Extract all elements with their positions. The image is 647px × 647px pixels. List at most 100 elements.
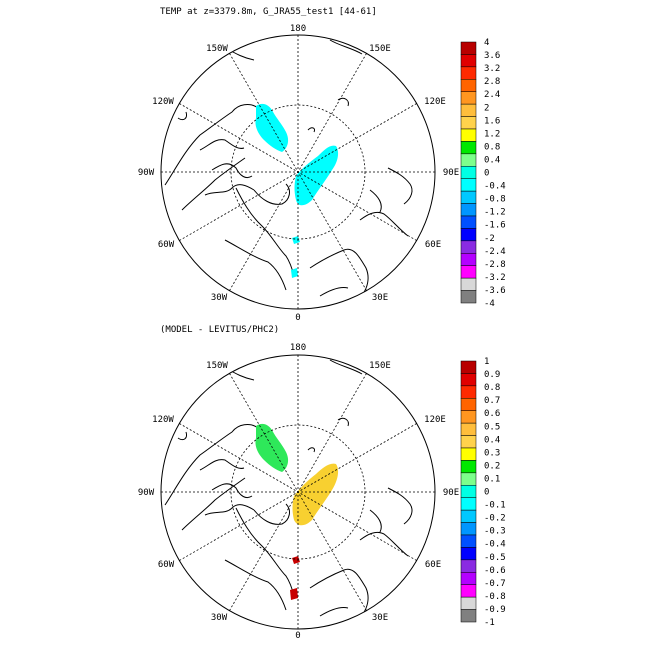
colorbar-swatch <box>460 166 477 179</box>
colorbar-swatch <box>460 509 477 523</box>
colorbar-swatch <box>460 447 477 461</box>
colorbar-swatch <box>460 203 477 217</box>
colorbar-swatch <box>460 253 477 266</box>
colorbar-tick-label: -0.3 <box>484 527 506 537</box>
anomaly-patch-greenland-sea <box>290 588 298 600</box>
colorbar-swatch <box>460 410 477 424</box>
colorbar-tick-label: -0.4 <box>484 540 506 550</box>
lon-label-150e: 150E <box>369 361 391 371</box>
colorbar-tick-label: 3.6 <box>484 51 500 61</box>
lon-label-90e: 90E <box>443 488 459 498</box>
colorbar-swatch <box>460 178 477 192</box>
colorbar-tick-label: -0.7 <box>484 579 506 589</box>
colorbar-swatch <box>460 54 477 68</box>
colorbar-tick-label: 1.6 <box>484 116 500 126</box>
lon-label-180: 180 <box>290 24 306 34</box>
colorbar-swatch <box>460 460 477 474</box>
anomaly-patches <box>255 423 339 600</box>
colorbar-swatch <box>460 360 477 374</box>
lon-label-120w: 120W <box>152 97 174 107</box>
lon-label-150w: 150W <box>206 361 228 371</box>
colorbar-tick-label: 1 <box>484 357 489 367</box>
lon-label-0: 0 <box>295 313 300 323</box>
colorbar-tick-label: -0.6 <box>484 566 506 576</box>
anomaly-patch-gakkel-ridge <box>292 463 339 526</box>
colorbar-tick-label: -0.9 <box>484 605 506 615</box>
anomaly-patch-fram-strait <box>292 556 300 564</box>
colorbar-swatch <box>460 435 477 449</box>
colorbar-swatch <box>460 79 477 92</box>
anomaly-patches <box>255 103 339 278</box>
colorbar-swatch <box>460 103 477 117</box>
colorbar-tick-label: 2.8 <box>484 77 500 87</box>
colorbar-tick-label: 2.4 <box>484 90 500 100</box>
lon-label-60w: 60W <box>158 560 175 570</box>
colorbar-tick-label: -3.6 <box>484 286 506 296</box>
anomaly-patch-gakkel-ridge <box>294 145 339 206</box>
map-boundary <box>160 34 436 310</box>
colorbar-swatch <box>460 472 477 486</box>
colorbar-swatch <box>460 547 477 561</box>
colorbar-tick-label: 0.4 <box>484 435 500 445</box>
colorbar-swatch <box>460 497 477 511</box>
colorbar-swatch <box>460 277 477 291</box>
colorbar-swatch <box>460 609 477 623</box>
lon-label-90w: 90W <box>138 488 155 498</box>
colorbar-tick-label: -3.2 <box>484 273 506 283</box>
colorbar-swatch <box>460 485 477 498</box>
panel-title: TEMP at z=3379.8m, G_JRA55_test1 [44-61] <box>160 7 377 17</box>
lon-label-150e: 150E <box>369 44 391 54</box>
colorbar-swatch <box>460 190 477 204</box>
colorbar-swatch <box>460 559 477 573</box>
colorbar-tick-label: 0 <box>484 488 489 498</box>
anomaly-patch-greenland-sea <box>291 268 298 278</box>
colorbar-swatch <box>460 422 477 436</box>
colorbar-tick-label: 0 <box>484 169 489 179</box>
lon-label-30w: 30W <box>211 293 228 303</box>
longitude-labels: 180 150E 120E 90E 60E 30E 0 30W 60W 90W … <box>138 24 459 323</box>
colorbar-tick-label: 0.6 <box>484 409 500 419</box>
anomaly-patch-alpha-ridge <box>255 423 289 472</box>
lon-label-120e: 120E <box>424 415 446 425</box>
colorbar: 4 3.6 3.2 2.8 2.4 2 1.6 1.2 0.8 0.4 0 -0.4 -0.8 -1.2 -… <box>460 38 506 309</box>
colorbar-swatch <box>460 572 477 585</box>
colorbar-tick-label: 2 <box>484 103 489 113</box>
anomaly-patch-alpha-ridge <box>255 103 289 152</box>
colorbar-tick-label: 3.2 <box>484 64 500 74</box>
colorbar-tick-label: 1.2 <box>484 129 500 139</box>
lon-label-0: 0 <box>295 631 300 641</box>
colorbar-tick-label: -1.2 <box>484 208 506 218</box>
colorbar-swatch <box>460 398 477 411</box>
colorbar-tick-label: 0.9 <box>484 370 500 380</box>
colorbar-swatch <box>460 373 477 387</box>
colorbar-tick-label: -1.6 <box>484 221 506 231</box>
colorbar-tick-label: -1 <box>484 618 495 628</box>
lon-label-120e: 120E <box>424 97 446 107</box>
colorbar-tick-label: -2.8 <box>484 260 506 270</box>
colorbar-swatch <box>460 228 477 242</box>
graticule <box>161 355 435 629</box>
colorbar-tick-label: 0.8 <box>484 142 500 152</box>
lon-label-60e: 60E <box>425 240 441 250</box>
colorbar-tick-label: 0.2 <box>484 461 500 471</box>
colorbar-tick-label: -2.4 <box>484 247 506 257</box>
longitude-labels: 180 150E 120E 90E 60E 30E 0 30W 60W 90W … <box>138 343 459 641</box>
colorbar-swatch <box>460 290 477 304</box>
colorbar-tick-label: 4 <box>484 38 489 48</box>
lon-label-30e: 30E <box>372 293 388 303</box>
lon-label-150w: 150W <box>206 44 228 54</box>
colorbar-tick-label: 0.5 <box>484 422 500 432</box>
colorbar-swatch <box>460 522 477 536</box>
colorbar-tick-label: -0.2 <box>484 514 506 524</box>
colorbar-swatch <box>460 116 477 130</box>
lon-label-60w: 60W <box>158 240 175 250</box>
colorbar-swatch <box>460 385 477 399</box>
map-boundary <box>160 354 436 630</box>
colorbar-tick-label: -0.4 <box>484 182 506 192</box>
colorbar-swatch <box>460 153 477 167</box>
colorbar: 1 0.9 0.8 0.7 0.6 0.5 0.4 0.3 0.2 0.1 0 -0.1 -0.2 -0.… <box>460 357 506 628</box>
panel-difference: (MODEL - LEVITUS/PHC2) <box>138 325 506 641</box>
lon-label-60e: 60E <box>425 560 441 570</box>
colorbar-swatch <box>460 141 477 155</box>
colorbar-swatch <box>460 534 477 548</box>
